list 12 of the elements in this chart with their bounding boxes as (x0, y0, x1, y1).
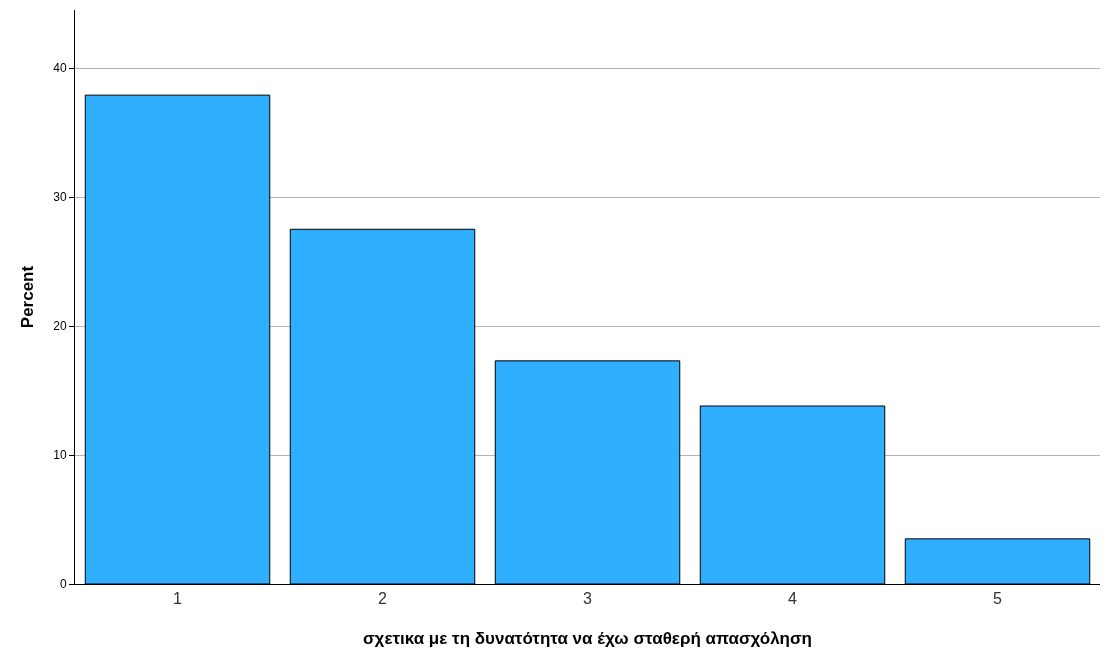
x-tick-label: 2 (378, 590, 388, 608)
x-axis-title: σχετικα με τη δυνατότητα να έχω σταθερή απασχόληση (362, 628, 813, 648)
y-tick-label: 20 (53, 319, 67, 334)
x-tick-label: 3 (583, 590, 593, 608)
y-tick-label: 10 (53, 448, 67, 463)
y-tick-label: 30 (53, 190, 67, 205)
x-tick-label: 5 (993, 590, 1003, 608)
y-axis-title: Percent (17, 265, 37, 329)
y-tick-label: 40 (53, 61, 67, 76)
x-tick-label: 1 (173, 590, 183, 608)
x-tick-label: 4 (788, 590, 798, 608)
y-tick-label: 0 (59, 577, 67, 592)
